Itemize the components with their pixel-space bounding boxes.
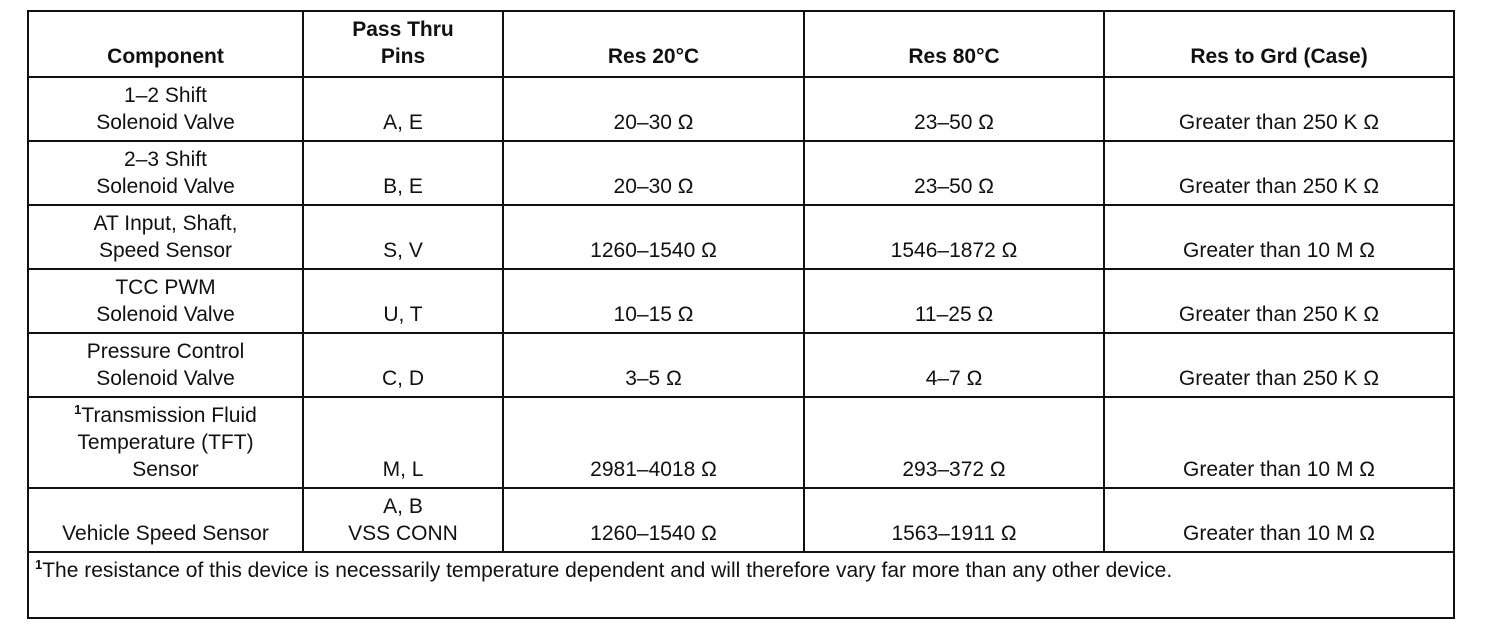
table-row: 2–3 Shift Solenoid Valve B, E 20–30 Ω 23… <box>27 140 1455 206</box>
res-80c-cell: 11–25 Ω <box>803 268 1105 334</box>
header-res-20c: Res 20°C <box>502 10 805 78</box>
header-res-to-ground: Res to Grd (Case) <box>1103 10 1455 78</box>
component-text: Transmission Fluid Temperature (TFT) Sen… <box>77 404 257 481</box>
footnote-marker: 1 <box>74 402 82 417</box>
component-cell: AT Input, Shaft, Speed Sensor <box>27 204 304 270</box>
pins-cell: S, V <box>302 204 504 270</box>
header-res-80c: Res 80°C <box>803 10 1105 78</box>
res-to-ground-cell: Greater than 250 K Ω <box>1103 140 1455 206</box>
footnote-text: The resistance of this device is necessa… <box>42 559 1173 582</box>
footnote-row: 1The resistance of this device is necess… <box>27 551 1455 619</box>
res-80c-cell: 23–50 Ω <box>803 76 1105 142</box>
res-20c-cell: 1260–1540 Ω <box>502 204 805 270</box>
res-to-ground-cell: Greater than 250 K Ω <box>1103 268 1455 334</box>
component-cell: Pressure Control Solenoid Valve <box>27 332 304 398</box>
footnote-marker: 1 <box>35 557 43 572</box>
res-20c-cell: 3–5 Ω <box>502 332 805 398</box>
res-20c-cell: 20–30 Ω <box>502 76 805 142</box>
footnote-cell: 1The resistance of this device is necess… <box>27 551 1455 619</box>
pins-cell: A, E <box>302 76 504 142</box>
pins-cell: C, D <box>302 332 504 398</box>
table-row: Vehicle Speed Sensor A, B VSS CONN 1260–… <box>27 487 1455 553</box>
res-80c-cell: 293–372 Ω <box>803 396 1105 489</box>
res-80c-cell: 1563–1911 Ω <box>803 487 1105 553</box>
table-row: AT Input, Shaft, Speed Sensor S, V 1260–… <box>27 204 1455 270</box>
res-20c-cell: 20–30 Ω <box>502 140 805 206</box>
res-20c-cell: 2981–4018 Ω <box>502 396 805 489</box>
component-cell: 1–2 Shift Solenoid Valve <box>27 76 304 142</box>
res-to-ground-cell: Greater than 10 M Ω <box>1103 396 1455 489</box>
table-row: TCC PWM Solenoid Valve U, T 10–15 Ω 11–2… <box>27 268 1455 334</box>
pins-cell: B, E <box>302 140 504 206</box>
component-cell: TCC PWM Solenoid Valve <box>27 268 304 334</box>
header-row: Component Pass Thru Pins Res 20°C Res 80… <box>27 10 1455 78</box>
res-80c-cell: 1546–1872 Ω <box>803 204 1105 270</box>
res-80c-cell: 23–50 Ω <box>803 140 1105 206</box>
res-to-ground-cell: Greater than 10 M Ω <box>1103 487 1455 553</box>
res-to-ground-cell: Greater than 250 K Ω <box>1103 76 1455 142</box>
res-to-ground-cell: Greater than 10 M Ω <box>1103 204 1455 270</box>
res-80c-cell: 4–7 Ω <box>803 332 1105 398</box>
table-row: Pressure Control Solenoid Valve C, D 3–5… <box>27 332 1455 398</box>
pins-cell: M, L <box>302 396 504 489</box>
header-component: Component <box>27 10 304 78</box>
header-pass-thru-pins: Pass Thru Pins <box>302 10 504 78</box>
component-cell: Vehicle Speed Sensor <box>27 487 304 553</box>
component-cell: 1Transmission Fluid Temperature (TFT) Se… <box>27 396 304 489</box>
pins-cell: A, B VSS CONN <box>302 487 504 553</box>
res-20c-cell: 10–15 Ω <box>502 268 805 334</box>
res-20c-cell: 1260–1540 Ω <box>502 487 805 553</box>
table-row: 1Transmission Fluid Temperature (TFT) Se… <box>27 396 1455 489</box>
res-to-ground-cell: Greater than 250 K Ω <box>1103 332 1455 398</box>
pins-cell: U, T <box>302 268 504 334</box>
resistance-spec-table: Component Pass Thru Pins Res 20°C Res 80… <box>27 10 1455 619</box>
component-cell: 2–3 Shift Solenoid Valve <box>27 140 304 206</box>
table-row: 1–2 Shift Solenoid Valve A, E 20–30 Ω 23… <box>27 76 1455 142</box>
